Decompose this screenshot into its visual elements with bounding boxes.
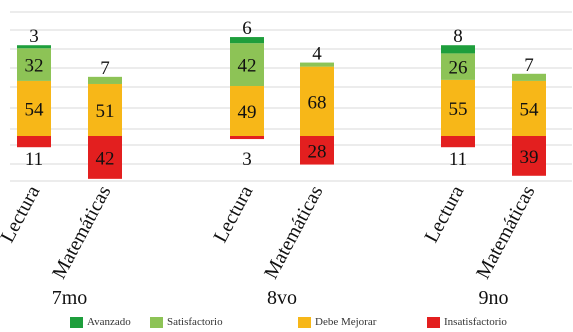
- bar-debe-mejorar: [512, 80, 546, 136]
- bar-insatisfactorio: [300, 136, 334, 165]
- legend-label: Debe Mejorar: [315, 316, 377, 328]
- category-label: Matemáticas: [48, 182, 115, 283]
- data-label-middle: 54: [25, 99, 45, 120]
- data-label-middle: 68: [308, 92, 327, 113]
- bar-debe-mejorar: [88, 83, 122, 136]
- data-label-upper: 42: [238, 56, 257, 77]
- data-label-bottom: 39: [520, 147, 539, 168]
- legend-item: Debe Mejorar: [298, 316, 376, 328]
- legend-label: Avanzado: [87, 316, 131, 328]
- data-label-bottom: 11: [449, 149, 467, 170]
- data-label-upper: 26: [449, 58, 468, 79]
- bar-satisfactorio: [300, 62, 334, 67]
- category-label: Matemáticas: [472, 182, 539, 283]
- bar-insatisfactorio: [230, 136, 264, 140]
- group-label: 9no: [479, 287, 509, 309]
- data-label-top: 7: [100, 58, 110, 79]
- legend: Avanzado Satisfactorio Debe Mejorar Insatis…: [0, 312, 573, 332]
- bar-avanzado: [17, 45, 51, 49]
- legend-item: Insatisfactorio: [427, 316, 507, 328]
- data-label-middle: 54: [520, 99, 540, 120]
- bar-insatisfactorio: [441, 136, 475, 148]
- data-label-top: 8: [453, 26, 463, 47]
- data-label-middle: 51: [96, 101, 115, 122]
- legend-item: Avanzado: [70, 316, 131, 328]
- legend-item: Satisfactorio: [150, 316, 223, 328]
- data-label-top: 7: [524, 55, 534, 76]
- legend-swatch: [427, 316, 440, 328]
- data-labels: 3 32 54 11 7 51 42 6 42 49 3 4 68 28 8 26 55 11 7 54 39: [25, 18, 540, 170]
- bar-satisfactorio: [230, 43, 264, 87]
- legend-label: Satisfactorio: [167, 316, 223, 328]
- bar-avanzado: [441, 45, 475, 54]
- category-label: Lectura: [0, 182, 44, 246]
- category-label: Matemáticas: [260, 182, 327, 283]
- bar-avanzado: [230, 37, 264, 44]
- category-label: Lectura: [420, 182, 468, 246]
- legend-swatch: [298, 316, 311, 328]
- data-label-bottom: 42: [96, 148, 115, 169]
- bar-insatisfactorio: [17, 136, 51, 148]
- bar-satisfactorio: [441, 53, 475, 80]
- data-label-top: 4: [312, 44, 322, 65]
- bars: [17, 37, 546, 179]
- bar-satisfactorio: [17, 48, 51, 81]
- bar-satisfactorio: [88, 76, 122, 84]
- data-label-top: 3: [29, 26, 39, 47]
- stacked-bar-chart: 3 32 54 11 7 51 42 6 42 49 3 4 68 28 8 26 55 11 7 54 39 Lect…: [0, 11, 572, 309]
- legend-swatch: [150, 316, 163, 328]
- bar-insatisfactorio: [512, 136, 546, 176]
- data-label-middle: 49: [238, 102, 257, 123]
- bar-debe-mejorar: [441, 79, 475, 136]
- bar-satisfactorio: [512, 73, 546, 81]
- legend-label: Insatisfactorio: [444, 316, 507, 328]
- bar-debe-mejorar: [17, 80, 51, 136]
- data-label-bottom: 11: [25, 149, 43, 170]
- data-label-bottom: 3: [242, 149, 252, 170]
- group-label: 8vo: [267, 287, 297, 309]
- legend-swatch: [70, 316, 83, 328]
- bar-debe-mejorar: [300, 66, 334, 136]
- bar-insatisfactorio: [88, 136, 122, 179]
- data-label-middle: 55: [449, 99, 468, 120]
- data-label-top: 6: [242, 18, 252, 39]
- bar-debe-mejorar: [230, 86, 264, 136]
- group-label: 7mo: [52, 287, 88, 309]
- data-label-upper: 32: [25, 56, 44, 77]
- data-label-bottom: 28: [308, 141, 327, 162]
- category-label: Lectura: [209, 182, 257, 246]
